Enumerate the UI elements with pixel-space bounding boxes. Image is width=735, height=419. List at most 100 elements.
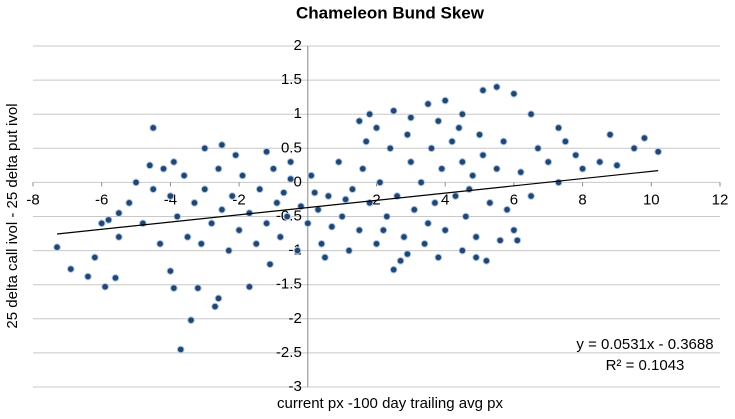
- point: [231, 151, 240, 159]
- point: [125, 199, 133, 207]
- point: [527, 110, 535, 118]
- point: [317, 239, 326, 248]
- point: [448, 137, 456, 146]
- x-tick-label: -8: [26, 191, 39, 208]
- point: [149, 185, 158, 194]
- point: [170, 158, 178, 166]
- point: [455, 124, 463, 132]
- point: [345, 246, 353, 255]
- point: [654, 147, 662, 156]
- point: [458, 158, 467, 166]
- point: [235, 226, 243, 234]
- x-tick-label: 12: [712, 191, 729, 208]
- point: [595, 158, 604, 166]
- point: [458, 110, 467, 118]
- point: [286, 175, 295, 183]
- point: [516, 168, 525, 176]
- point: [156, 239, 164, 248]
- point: [492, 83, 501, 91]
- point: [465, 185, 474, 194]
- point: [365, 110, 374, 118]
- point: [266, 260, 274, 269]
- point: [84, 272, 92, 281]
- point: [211, 302, 219, 311]
- point: [407, 158, 415, 166]
- point: [190, 199, 199, 207]
- point: [462, 212, 470, 221]
- point: [238, 171, 247, 180]
- point: [355, 117, 364, 125]
- point: [304, 219, 312, 228]
- point: [407, 113, 415, 122]
- point: [166, 267, 175, 275]
- point: [396, 257, 405, 265]
- point: [166, 192, 175, 200]
- r-squared: R² = 0.1043: [606, 357, 685, 374]
- point: [458, 246, 467, 255]
- point: [149, 124, 158, 132]
- point: [91, 253, 99, 262]
- y-tick-label: -3: [288, 378, 301, 395]
- y-tick-label: 0: [293, 173, 301, 190]
- point: [362, 137, 370, 146]
- y-tick-label: -1.5: [276, 276, 302, 293]
- point: [400, 233, 408, 241]
- point: [53, 243, 61, 251]
- y-tick-label: 2: [293, 37, 301, 54]
- x-tick-label: 4: [441, 191, 449, 208]
- point: [383, 212, 391, 221]
- point: [187, 316, 195, 324]
- point: [176, 345, 185, 354]
- point: [200, 144, 209, 153]
- point: [379, 226, 388, 234]
- point: [132, 178, 140, 187]
- point: [293, 246, 302, 255]
- point: [286, 158, 295, 166]
- y-axis-title: 25 delta call ivol - 25 delta put ivol: [4, 103, 21, 328]
- point: [468, 171, 477, 180]
- point: [273, 199, 281, 207]
- y-tick-label: -2.5: [276, 344, 302, 361]
- point: [613, 161, 621, 170]
- trendline-equation: y = 0.0531x - 0.3688: [576, 336, 713, 353]
- point: [341, 195, 350, 204]
- point: [441, 96, 450, 105]
- point: [510, 89, 518, 98]
- point: [200, 185, 209, 194]
- point: [214, 164, 223, 173]
- point: [561, 137, 570, 146]
- point: [513, 236, 522, 245]
- point: [170, 284, 178, 292]
- point: [496, 236, 504, 245]
- point: [269, 164, 278, 173]
- point: [279, 188, 288, 197]
- x-tick-label: 8: [578, 191, 586, 208]
- x-tick-label: -6: [95, 191, 108, 208]
- point: [321, 253, 329, 262]
- point: [101, 282, 109, 291]
- point: [180, 171, 188, 180]
- point: [376, 178, 384, 187]
- point: [389, 265, 398, 274]
- point: [314, 205, 322, 214]
- point: [66, 265, 75, 273]
- point: [159, 164, 168, 173]
- point: [255, 185, 264, 194]
- point: [427, 144, 436, 153]
- chart-title: Chameleon Bund Skew: [296, 3, 485, 22]
- point: [358, 164, 367, 173]
- point: [510, 226, 518, 234]
- x-tick-label: 10: [643, 191, 660, 208]
- point: [403, 130, 412, 139]
- point: [434, 117, 443, 125]
- point: [386, 144, 395, 153]
- y-tick-label: 0.5: [281, 139, 302, 156]
- point: [571, 151, 580, 159]
- point: [389, 106, 398, 115]
- y-tick-label: 1.5: [281, 71, 302, 88]
- point: [355, 226, 364, 234]
- point: [348, 185, 357, 194]
- point: [544, 158, 553, 166]
- point: [554, 178, 563, 187]
- point: [262, 219, 271, 228]
